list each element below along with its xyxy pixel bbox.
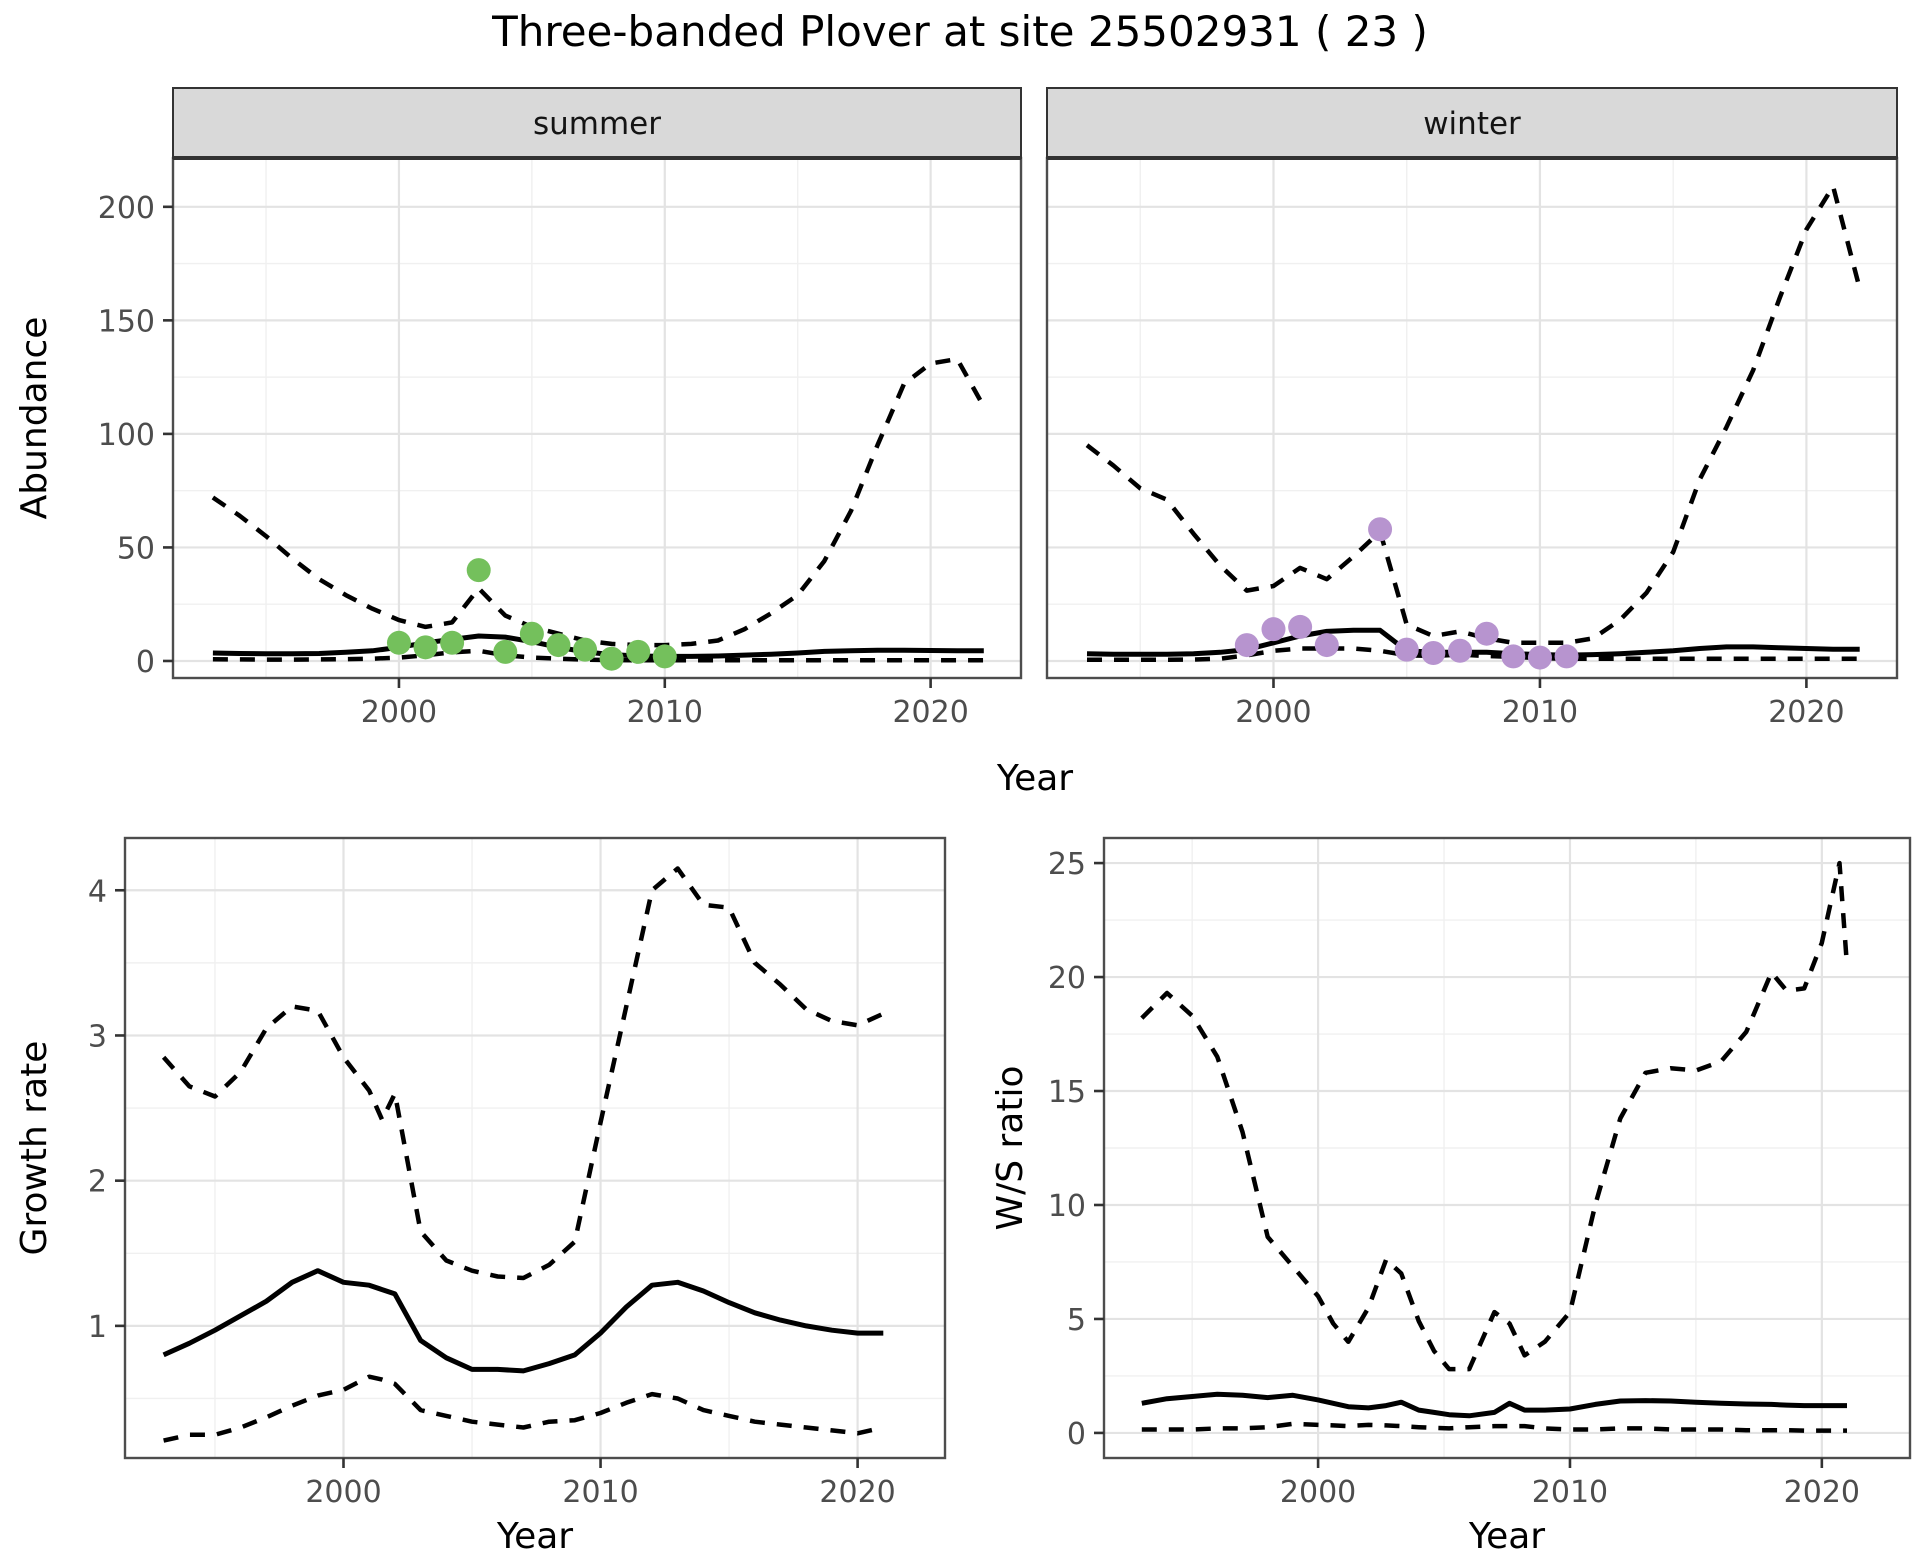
y-tick-label: 150 (98, 304, 155, 339)
panel-ws-ratio: 2000 2010 2020 0 5 10 15 20 25 (1048, 836, 1912, 1510)
panel-abundance-summer: 2000 2010 2020 0 50 100 150 200 summer (98, 87, 1023, 730)
data-point (1554, 644, 1579, 669)
gridlines (173, 158, 1021, 678)
x-tick-label: 2010 (1502, 695, 1578, 730)
panel-border (1102, 836, 1912, 1460)
x-tick-label: 2000 (361, 695, 437, 730)
data-point (1421, 641, 1446, 666)
panel-border (123, 836, 947, 1460)
series-lower-ci-dashed-line (163, 1374, 884, 1443)
data-point (1314, 633, 1339, 658)
data-point (599, 646, 624, 671)
axis-ticks: 2000 2010 2020 (1235, 678, 1845, 730)
series-model-fit-solid-line (212, 633, 984, 659)
series-lines (211, 356, 986, 663)
data-point (1288, 614, 1313, 639)
data-point (1527, 645, 1552, 670)
y-tick-label: 0 (136, 645, 155, 680)
y-tick-label: 0 (1067, 1417, 1086, 1452)
y-axis-title-abundance: Abundance (14, 317, 55, 520)
x-tick-label: 2000 (1235, 695, 1311, 730)
x-axis-title-year-ws: Year (1468, 1516, 1545, 1557)
facet-strip (1046, 87, 1898, 159)
y-tick-label: 10 (1048, 1189, 1086, 1224)
y-tick-label: 3 (88, 1019, 107, 1054)
panel-background (173, 158, 1021, 678)
data-point (626, 639, 651, 664)
x-axis-title-year-growth: Year (496, 1516, 573, 1557)
y-tick-label: 100 (98, 418, 155, 453)
series-upper-ci-dashed-line (161, 866, 885, 1281)
x-tick-label: 2020 (1768, 695, 1844, 730)
data-point (573, 637, 598, 662)
series-lower-ci-dashed-line (1141, 1421, 1847, 1433)
panel-growth-rate: 2000 2010 2020 1 2 3 4 (88, 836, 947, 1510)
series-model-fit-solid-line (162, 1268, 884, 1374)
data-point (546, 633, 571, 658)
series-lines (1140, 860, 1850, 1433)
axis-ticks: 2000 2010 2020 1 2 3 4 (88, 874, 896, 1510)
x-tick-label: 2000 (305, 1475, 381, 1510)
x-tick-label: 2020 (819, 1475, 895, 1510)
series-lower-ci-dashed-line (1087, 646, 1860, 663)
y-tick-label: 1 (88, 1310, 107, 1345)
y-tick-label: 15 (1048, 1075, 1086, 1110)
series-model-fit-solid-line (1141, 1391, 1847, 1419)
data-point (386, 630, 411, 655)
x-tick-label: 2010 (627, 695, 703, 730)
page-title: Three-banded Plover at site 25502931 ( 2… (491, 7, 1428, 56)
x-tick-label: 2020 (892, 695, 968, 730)
series-upper-ci-dashed-line (1085, 184, 1862, 646)
series-lower-ci-dashed-line (212, 648, 984, 663)
axis-ticks: 2000 2010 2020 0 5 10 15 20 25 (1048, 847, 1860, 1510)
data-point (519, 621, 544, 646)
series-lines (161, 866, 885, 1443)
facet-strip-label: winter (1423, 106, 1521, 142)
y-tick-label: 4 (88, 874, 107, 909)
data-point (1448, 638, 1473, 663)
gridlines (125, 838, 945, 1458)
y-tick-label: 5 (1067, 1303, 1086, 1338)
x-axis-title-year-top: Year (996, 758, 1073, 799)
series-model-fit-solid-line (1086, 627, 1860, 658)
y-tick-label: 20 (1048, 961, 1086, 996)
data-point (466, 558, 491, 583)
data-point (652, 644, 677, 669)
data-point (1474, 621, 1499, 646)
x-tick-label: 2000 (1280, 1475, 1356, 1510)
y-axis-title-growth-rate: Growth rate (14, 1041, 55, 1256)
panel-background (125, 838, 945, 1458)
observed-counts-summer (386, 558, 677, 671)
data-point (1394, 637, 1419, 662)
x-tick-label: 2010 (562, 1475, 638, 1510)
series-upper-ci-dashed-line (1140, 860, 1850, 1372)
data-point (1501, 644, 1526, 669)
data-point (493, 639, 518, 664)
x-tick-label: 2010 (1532, 1475, 1608, 1510)
facet-strip (172, 87, 1022, 159)
gridlines (1047, 158, 1897, 678)
data-point (440, 630, 465, 655)
facet-strip-label: summer (533, 106, 661, 142)
x-tick-label: 2020 (1784, 1475, 1860, 1510)
data-point (1261, 617, 1286, 642)
data-point (1234, 633, 1259, 658)
y-axis-title-ws-ratio: W/S ratio (990, 1065, 1031, 1230)
y-tick-label: 25 (1048, 847, 1086, 882)
y-tick-label: 200 (98, 191, 155, 226)
axis-ticks: 2000 2010 2020 0 50 100 150 200 (98, 191, 969, 730)
series-lines (1085, 184, 1862, 663)
data-point (1368, 517, 1393, 542)
panel-abundance-winter: 2000 2010 2020 winter (1045, 87, 1899, 730)
y-tick-label: 50 (117, 531, 155, 566)
y-tick-label: 2 (88, 1165, 107, 1200)
observed-counts-winter (1234, 517, 1579, 670)
panel-background (1047, 158, 1897, 678)
data-point (413, 635, 438, 660)
